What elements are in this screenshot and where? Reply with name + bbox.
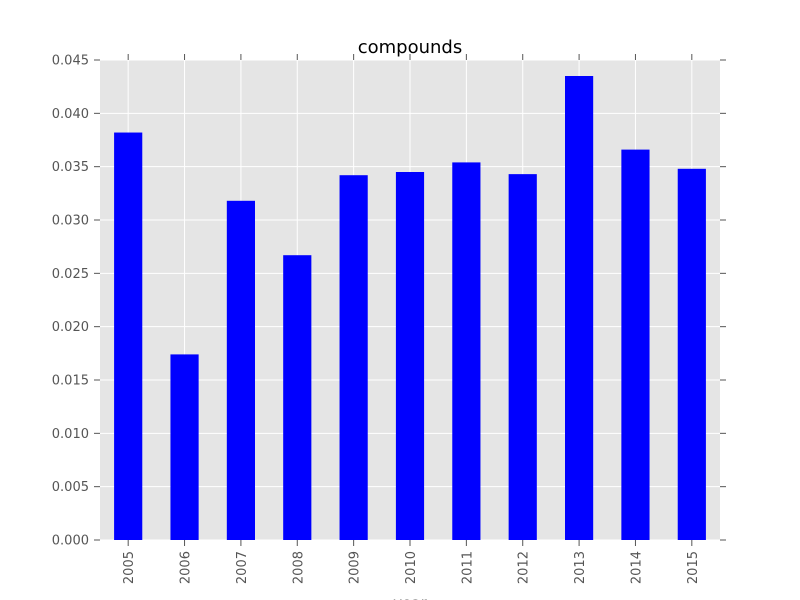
bar-2006 [170,354,199,540]
x-tick-label: 2006 [179,551,194,584]
x-tick-label: 2009 [348,551,363,584]
bar-2009 [339,175,368,540]
y-tick-label: 0.040 [52,107,89,122]
x-tick-label: 2015 [686,551,701,584]
y-tick-label: 0.030 [52,214,89,229]
y-tick-labels: 0.000 0.005 0.010 0.015 0.020 0.025 0.030 0.035… [52,54,89,549]
bar-2005 [114,132,143,541]
x-tick-label: 2011 [460,551,475,584]
bar-2011 [452,162,481,540]
x-tick-label: 2010 [404,551,419,584]
x-axis-label: year [393,594,427,600]
x-tick-label: 2013 [573,551,588,584]
y-tick-label: 0.000 [52,534,89,549]
x-tick-label: 2008 [291,551,306,584]
bar-2008 [283,255,312,540]
x-tick-label: 2005 [122,551,137,584]
bar-2015 [677,168,706,541]
y-tick-label: 0.020 [52,320,89,335]
y-tick-label: 0.045 [52,54,89,69]
bar-2010 [395,172,425,540]
y-tick-label: 0.010 [52,427,89,442]
axis-ticks [94,54,726,546]
bar-2014 [621,149,650,540]
y-tick-label: 0.015 [52,374,89,389]
bar-2013 [565,76,594,540]
chart-title: compounds [358,37,463,58]
x-tick-label: 2014 [629,551,644,584]
y-tick-label: 0.005 [52,480,89,495]
x-tick-label: 2007 [235,551,250,584]
bars [114,76,706,541]
x-tick-label: 2012 [517,551,532,584]
y-tick-label: 0.025 [52,267,89,282]
bar-2007 [226,200,255,541]
x-tick-labels: 2005 2006 2007 2008 2009 2010 2011 2012 2013 2014… [122,551,701,584]
bar-2012 [508,174,537,540]
y-tick-label: 0.035 [52,160,89,175]
